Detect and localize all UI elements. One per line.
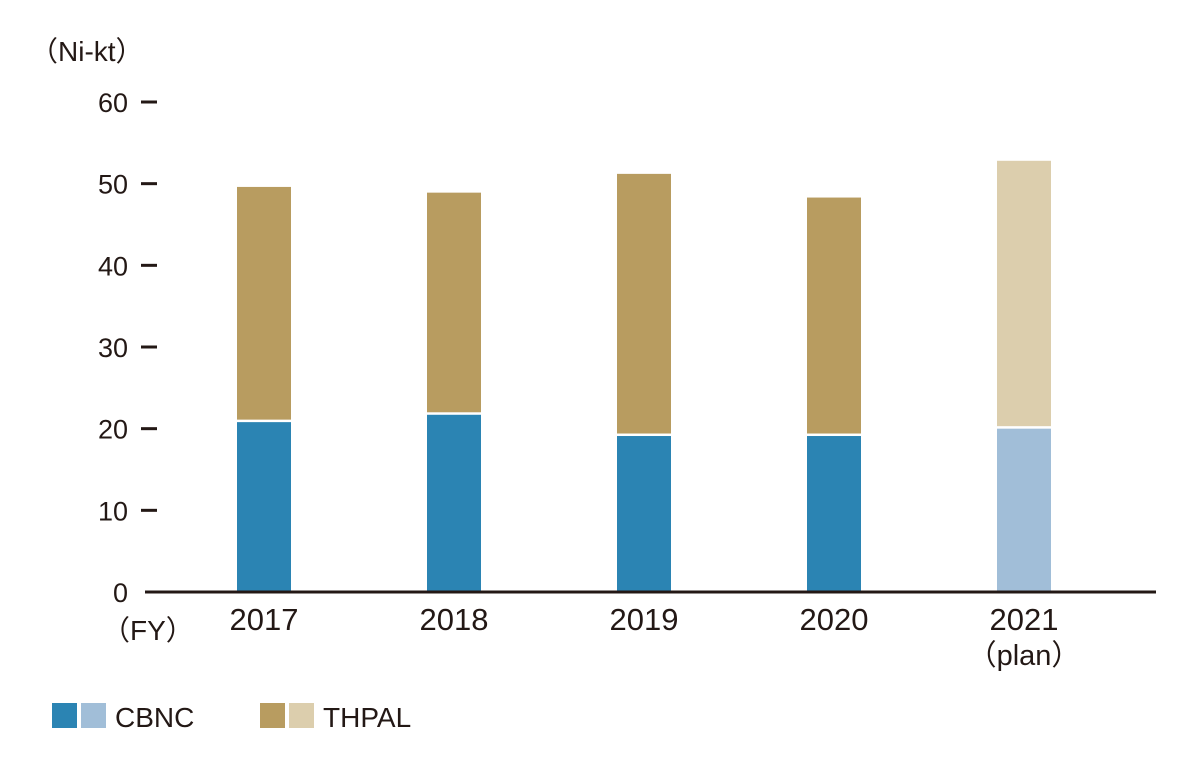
x-unit-label: （FY） [102,615,194,646]
bar-cbnc-2017 [237,422,291,592]
bar-thpal-2020 [807,197,861,434]
x-axis-labels: 2017 2018 2019 2020 2021（plan） [230,602,1081,672]
y-tick-label: 50 [98,170,128,200]
legend-label-cbnc: CBNC [115,702,194,733]
legend-swatch-thpal-plan [289,703,314,728]
y-tick-label: 0 [113,578,128,608]
x-tick-label: 2018 [420,602,489,637]
x-tick-label: 2021 [990,602,1059,637]
x-tick-label: 2017 [230,602,299,637]
bar-thpal-2017 [237,186,291,420]
y-tick-label: 20 [98,415,128,445]
bar-area [237,160,1051,592]
x-tick-label: 2019 [610,602,679,637]
legend-swatch-cbnc-plan [81,703,106,728]
legend-swatch-cbnc [52,703,77,728]
y-tick-label: 10 [98,496,128,526]
x-tick-label: 2020 [800,602,869,637]
y-tick-label: 40 [98,251,128,281]
bar-cbnc-2021 [997,428,1051,592]
y-unit-label: （Ni-kt） [30,36,144,67]
bar-thpal-2019 [617,173,671,434]
legend-label-thpal: THPAL [323,702,411,733]
legend-swatch-thpal [260,703,285,728]
x-tick-sublabel: （plan） [968,640,1081,672]
bar-cbnc-2018 [427,414,481,592]
bar-thpal-2018 [427,192,481,413]
y-axis: 0 10 20 30 40 50 60 [98,88,157,608]
bar-cbnc-2019 [617,436,671,592]
y-tick-label: 60 [98,88,128,118]
y-tick-label: 30 [98,333,128,363]
legend: CBNC THPAL [52,702,411,733]
bar-thpal-2021 [997,160,1051,427]
bar-cbnc-2020 [807,436,861,592]
